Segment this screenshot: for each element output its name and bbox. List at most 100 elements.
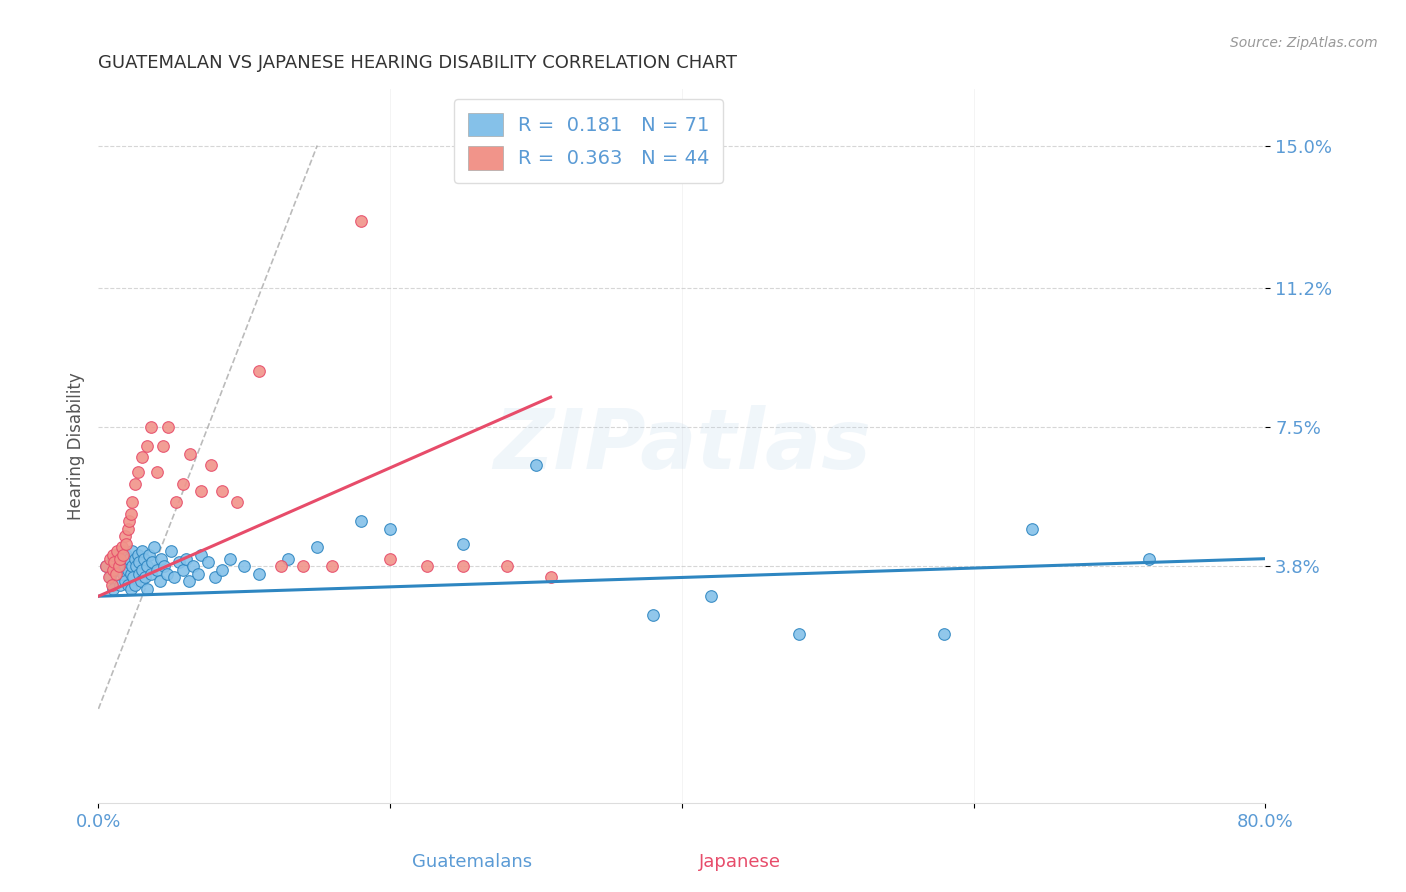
Point [120,566,142,581]
Point [100,578,122,592]
Point [1137,551,1160,566]
Point [110,578,132,592]
Point [127,548,149,562]
Point [101,563,124,577]
Point [124,578,146,592]
Point [277,551,299,566]
Point [138,548,160,562]
Point [218,551,240,566]
Point [172,476,194,491]
Point [105,548,128,562]
Point [415,559,437,574]
Point [291,559,314,574]
Point [118,551,141,566]
Point [150,551,173,566]
Text: GUATEMALAN VS JAPANESE HEARING DISABILITY CORRELATION CHART: GUATEMALAN VS JAPANESE HEARING DISABILIT… [98,54,737,72]
Point [787,627,810,641]
Point [177,574,200,589]
Point [135,559,157,574]
Point [149,574,172,589]
Point [321,559,343,574]
Point [120,507,142,521]
Point [172,563,194,577]
Point [152,439,174,453]
Point [641,607,664,622]
Text: Source: ZipAtlas.com: Source: ZipAtlas.com [1230,36,1378,50]
Point [115,548,138,562]
Point [134,570,156,584]
Point [122,570,145,584]
Point [112,548,135,562]
Point [101,548,124,562]
Point [125,559,148,574]
Point [97,570,120,584]
Point [104,566,127,581]
Point [540,570,562,584]
Point [211,484,233,499]
Point [118,514,141,528]
Point [226,495,249,509]
Point [187,566,209,581]
Point [350,514,373,528]
Point [139,420,162,434]
Point [380,522,402,536]
Point [1021,522,1043,536]
Point [380,551,402,566]
Point [146,465,169,479]
Point [117,522,139,536]
Point [174,551,197,566]
Point [111,544,134,558]
Point [114,559,136,574]
Point [110,556,132,570]
Point [101,582,124,596]
Point [142,541,165,555]
Point [131,563,153,577]
Text: Guatemalans: Guatemalans [412,853,531,871]
Point [156,566,179,581]
Point [451,536,474,550]
Point [112,566,135,581]
Point [167,556,190,570]
Point [190,484,212,499]
Text: Japanese: Japanese [699,853,782,871]
Point [496,559,519,574]
Point [233,559,256,574]
Point [247,566,270,581]
Point [190,548,212,562]
Point [101,551,124,566]
Point [132,551,155,566]
Point [131,450,153,465]
Y-axis label: Hearing Disability: Hearing Disability [66,372,84,520]
Point [127,465,149,479]
Point [179,446,201,460]
Point [117,556,139,570]
Point [115,536,138,550]
Point [94,559,117,574]
Point [307,541,329,555]
Point [451,559,474,574]
Point [270,559,292,574]
Point [114,529,136,543]
Point [128,566,150,581]
Point [135,582,157,596]
Point [139,566,162,581]
Point [165,495,187,509]
Point [124,551,146,566]
Text: ZIPatlas: ZIPatlas [494,406,870,486]
Point [197,556,219,570]
Point [103,556,125,570]
Point [247,364,270,378]
Point [111,541,134,555]
Point [204,570,226,584]
Point [131,544,153,558]
Point [121,559,143,574]
Point [98,570,121,584]
Point [117,563,139,577]
Point [114,574,136,589]
Point [181,559,204,574]
Point [105,544,128,558]
Point [128,556,150,570]
Point [700,589,723,603]
Point [524,458,547,472]
Point [200,458,222,472]
